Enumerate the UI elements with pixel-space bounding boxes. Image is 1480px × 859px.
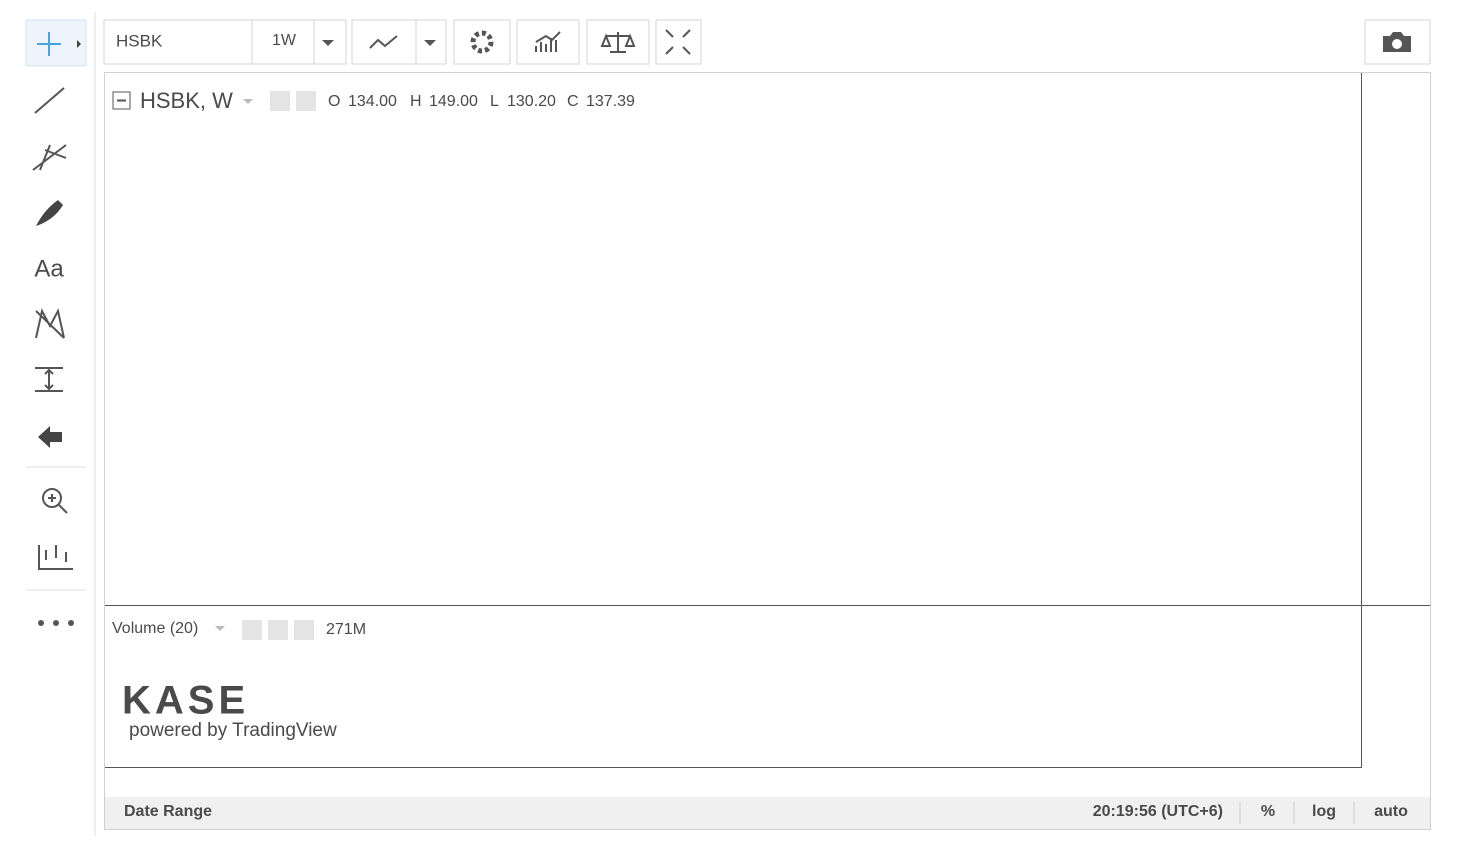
settings-icon xyxy=(470,30,494,54)
settings-button[interactable] xyxy=(453,19,511,65)
fullscreen-icon xyxy=(665,29,691,55)
volume-value: 271M xyxy=(326,621,366,638)
powered-by[interactable]: powered by TradingView xyxy=(129,720,337,741)
more-tools[interactable] xyxy=(38,620,74,626)
indicators-button[interactable] xyxy=(516,19,580,65)
status-bar: Date Range 20:19:56 (UTC+6) % log auto xyxy=(105,797,1430,829)
clock: 20:19:56 (UTC+6) xyxy=(1093,803,1223,820)
low-value: 130.20 xyxy=(507,93,556,110)
fib-tool[interactable] xyxy=(32,144,67,171)
chart-frame xyxy=(104,72,1431,830)
remove-tool[interactable] xyxy=(38,426,62,448)
top-toolbar: HSBK 1W xyxy=(103,19,1431,65)
submenu-arrow[interactable] xyxy=(77,40,81,48)
side-toolbar: Aa xyxy=(25,12,96,836)
close-value: 137.39 xyxy=(586,93,635,110)
compare-icon xyxy=(600,32,636,53)
settings-button[interactable] xyxy=(268,620,288,640)
legend-dropdown[interactable] xyxy=(243,99,253,104)
zoom-tool[interactable] xyxy=(42,488,62,508)
symbol-box[interactable] xyxy=(103,19,347,65)
volume-dropdown[interactable] xyxy=(215,626,225,631)
symbol-input[interactable]: HSBK xyxy=(116,31,163,50)
zoom-icon xyxy=(48,494,68,514)
status-bar-bg xyxy=(105,797,1430,829)
measure-tool[interactable] xyxy=(35,367,63,392)
line-style-icon xyxy=(369,35,398,49)
series-title: HSBK, W xyxy=(140,88,233,113)
volume-title: Volume (20) xyxy=(112,620,198,637)
high-label: H xyxy=(410,93,422,110)
brush-tool[interactable] xyxy=(36,200,63,226)
watermark: KASE powered by TradingView xyxy=(122,679,337,741)
volume-legend: Volume (20) 271M xyxy=(112,620,366,640)
text-tool[interactable]: Aa xyxy=(34,255,64,282)
snapshot-button[interactable] xyxy=(1364,19,1431,65)
visibility-button[interactable] xyxy=(242,620,262,640)
open-value: 134.00 xyxy=(348,93,397,110)
visibility-button[interactable] xyxy=(270,91,290,111)
price-legend: HSBK, W O 134.00 H 149.00 L 130.20 C 137… xyxy=(112,88,635,113)
interval-dropdown[interactable] xyxy=(322,40,334,46)
crosshair-icon xyxy=(37,32,61,56)
settings-button[interactable] xyxy=(296,91,316,111)
trend-line-tool[interactable] xyxy=(34,87,65,114)
low-label: L xyxy=(490,93,499,110)
style-dropdown[interactable] xyxy=(424,40,436,46)
pattern-tool[interactable] xyxy=(35,308,65,339)
date-range-button[interactable]: Date Range xyxy=(124,803,212,820)
fullscreen-button[interactable] xyxy=(655,19,702,65)
interval-button[interactable]: 1W xyxy=(272,32,297,49)
indicators-icon xyxy=(535,31,561,52)
kase-logo: KASE xyxy=(122,679,249,723)
percent-toggle[interactable]: % xyxy=(1261,803,1275,820)
open-label: O xyxy=(328,93,340,110)
high-value: 149.00 xyxy=(429,93,478,110)
log-toggle[interactable]: log xyxy=(1312,803,1336,820)
close-label: C xyxy=(567,93,579,110)
auto-toggle[interactable]: auto xyxy=(1374,803,1408,820)
scale-tool[interactable] xyxy=(38,545,73,570)
camera-lens xyxy=(1392,39,1402,49)
remove-button[interactable] xyxy=(294,620,314,640)
